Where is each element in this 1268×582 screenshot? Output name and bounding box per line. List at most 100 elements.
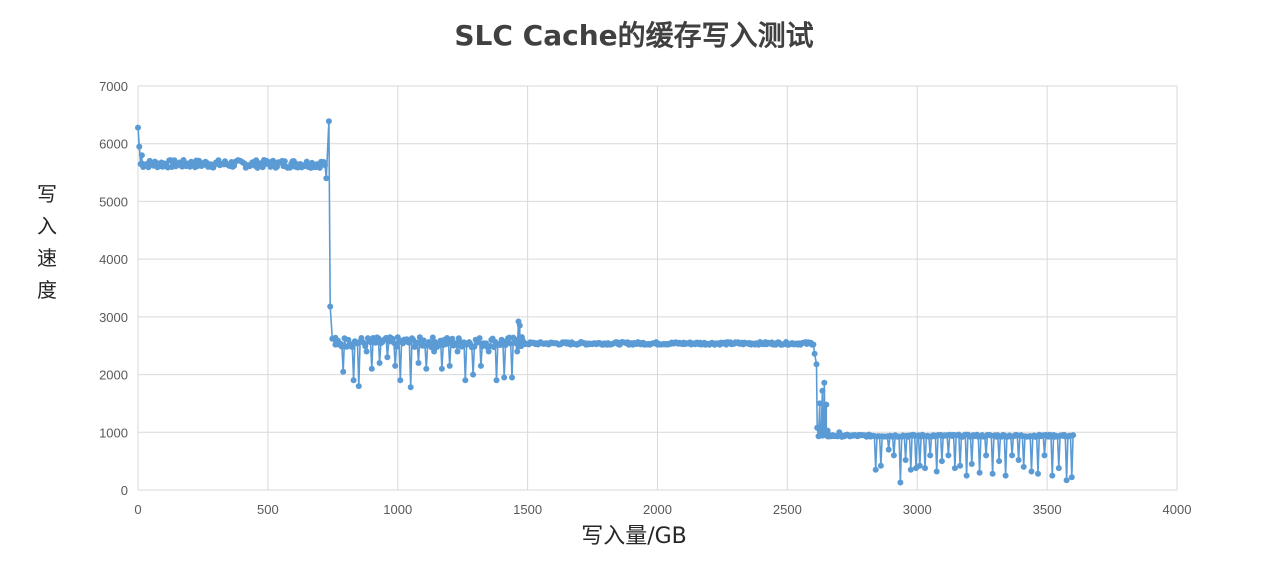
data-point bbox=[322, 162, 328, 169]
data-point bbox=[933, 468, 940, 475]
data-point bbox=[811, 350, 818, 357]
y-tick-label: 6000 bbox=[99, 137, 128, 152]
data-point bbox=[516, 322, 523, 329]
data-point bbox=[810, 341, 817, 348]
chart-title: SLC Cache的缓存写入测试 bbox=[454, 19, 814, 52]
data-point bbox=[138, 152, 145, 159]
data-point bbox=[1020, 463, 1027, 470]
y-tick-label: 7000 bbox=[99, 79, 128, 94]
data-point bbox=[968, 461, 975, 467]
x-tick-label: 0 bbox=[134, 502, 141, 517]
data-point bbox=[963, 472, 970, 479]
y-tick-label: 5000 bbox=[99, 194, 128, 209]
data-point bbox=[509, 374, 515, 381]
x-axis-label: 写入量/GB bbox=[581, 524, 687, 549]
data-point bbox=[819, 387, 826, 394]
y-tick-label: 1000 bbox=[99, 425, 128, 440]
data-point bbox=[363, 348, 370, 355]
data-point bbox=[989, 470, 996, 477]
data-point bbox=[1015, 457, 1022, 463]
data-point bbox=[907, 466, 914, 473]
data-point bbox=[824, 427, 831, 434]
data-point bbox=[821, 379, 828, 386]
data-point bbox=[1041, 452, 1048, 459]
data-point bbox=[823, 401, 830, 408]
data-point bbox=[514, 348, 521, 355]
data-point bbox=[945, 452, 952, 459]
data-point bbox=[420, 337, 427, 344]
data-point bbox=[171, 157, 178, 164]
data-point bbox=[462, 377, 469, 384]
data-point bbox=[885, 446, 892, 453]
data-point bbox=[454, 348, 461, 355]
x-tick-label: 500 bbox=[257, 502, 279, 517]
data-point bbox=[384, 354, 391, 361]
data-point bbox=[428, 344, 435, 351]
data-point bbox=[507, 340, 514, 347]
data-point bbox=[1049, 472, 1056, 479]
x-tick-label: 2000 bbox=[643, 502, 672, 517]
data-point bbox=[375, 335, 382, 342]
data-point bbox=[368, 365, 375, 372]
data-point bbox=[350, 377, 357, 384]
data-point bbox=[303, 158, 310, 165]
x-tick-label: 2500 bbox=[773, 502, 802, 517]
y-tick-label: 4000 bbox=[99, 252, 128, 267]
data-point bbox=[493, 377, 500, 384]
data-point bbox=[362, 343, 369, 350]
data-point bbox=[449, 335, 456, 342]
data-point bbox=[922, 465, 928, 472]
data-point bbox=[938, 458, 945, 465]
data-point bbox=[340, 368, 347, 375]
data-point bbox=[1028, 468, 1035, 475]
data-point bbox=[407, 384, 414, 391]
data-point bbox=[957, 462, 964, 469]
data-point bbox=[372, 339, 379, 346]
x-tick-label: 4000 bbox=[1163, 502, 1192, 517]
data-point bbox=[1068, 474, 1075, 481]
data-point bbox=[270, 157, 277, 164]
y-axis-label: 写 入 速 度 bbox=[32, 178, 62, 306]
data-point bbox=[916, 462, 923, 469]
y-axis-label-char: 度 bbox=[37, 278, 57, 302]
data-point bbox=[393, 343, 400, 350]
data-point bbox=[927, 452, 934, 459]
data-point bbox=[485, 348, 492, 355]
data-point bbox=[897, 479, 904, 486]
data-point bbox=[415, 360, 422, 366]
data-point bbox=[446, 362, 453, 369]
data-point bbox=[501, 374, 508, 381]
x-tick-label: 3500 bbox=[1033, 502, 1062, 517]
data-point bbox=[976, 469, 983, 476]
y-axis-label-char: 速 bbox=[37, 246, 57, 270]
series-line bbox=[137, 121, 1074, 483]
data-point bbox=[423, 365, 430, 372]
x-tick-label: 3000 bbox=[903, 502, 932, 517]
data-point bbox=[996, 458, 1003, 465]
data-point bbox=[274, 163, 280, 170]
data-point bbox=[470, 371, 477, 378]
data-point bbox=[890, 452, 897, 459]
y-tick-label: 2000 bbox=[99, 368, 128, 383]
data-point bbox=[1070, 432, 1077, 439]
y-tick-label: 3000 bbox=[99, 310, 128, 325]
y-tick-label: 0 bbox=[121, 483, 128, 498]
data-point bbox=[429, 334, 436, 341]
data-point bbox=[376, 360, 383, 366]
y-axis-label-char: 入 bbox=[37, 214, 57, 238]
data-point bbox=[438, 365, 445, 372]
data-point bbox=[951, 465, 958, 472]
x-tick-label: 1000 bbox=[383, 502, 412, 517]
data-point bbox=[816, 400, 823, 407]
x-tick-label: 1500 bbox=[513, 502, 542, 517]
data-point bbox=[281, 158, 288, 165]
data-point bbox=[813, 361, 820, 368]
data-point bbox=[349, 344, 356, 351]
data-point bbox=[872, 466, 879, 473]
y-axis-label-char: 写 bbox=[37, 182, 57, 206]
data-point bbox=[1009, 452, 1016, 459]
data-point bbox=[1055, 465, 1062, 472]
data-point bbox=[345, 336, 352, 343]
data-point bbox=[477, 362, 484, 369]
